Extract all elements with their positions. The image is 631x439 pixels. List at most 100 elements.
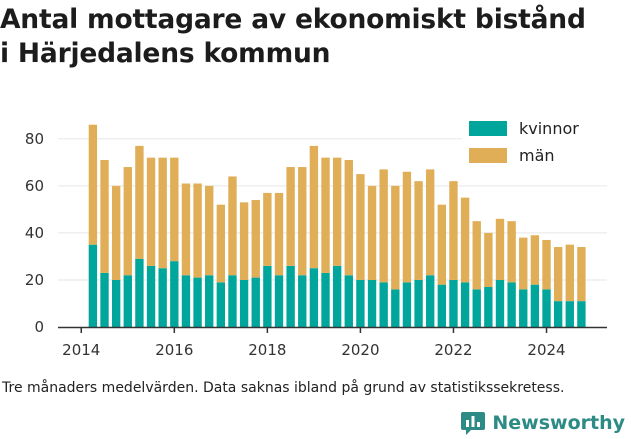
bar-man [367, 185, 377, 280]
bar-kvinnor [565, 301, 574, 328]
bar-kvinnor [519, 289, 528, 327]
bar-kvinnor [472, 289, 481, 327]
bar-man [158, 157, 167, 269]
chart-title-line-2: i Härjedalens kommun [0, 38, 331, 69]
newsworthy-logo-icon [461, 412, 486, 435]
chart-caption: Tre månaders medelvärden. Data saknas ib… [2, 380, 565, 396]
bar-kvinnor [146, 265, 156, 327]
bar-kvinnor [321, 272, 330, 327]
bar-kvinnor [577, 301, 586, 328]
bar-man [391, 185, 400, 290]
bar-kvinnor [298, 275, 307, 327]
brand-name: Newsworthy [492, 412, 625, 434]
legend-label-man: män [519, 146, 555, 165]
bar-kvinnor [170, 261, 179, 327]
bar-kvinnor [205, 275, 214, 327]
bar-man [507, 221, 516, 283]
newsworthy-brand[interactable]: Newsworthy [460, 409, 625, 437]
bar-man [542, 239, 551, 290]
bar-kvinnor [402, 282, 412, 327]
bar-kvinnor [460, 282, 470, 327]
bar-man [495, 218, 505, 280]
bar-kvinnor [274, 275, 284, 327]
y-tick-label: 80 [25, 130, 44, 148]
bar-man [577, 247, 586, 302]
bar-kvinnor [123, 275, 132, 327]
bar-man [356, 174, 365, 280]
chart-title-line-1: Antal mottagare av ekonomiskt bistånd [0, 4, 586, 35]
bar-man [309, 145, 319, 269]
bar-kvinnor [344, 275, 353, 327]
legend-swatch-man [469, 148, 507, 163]
x-tick-label: 2018 [248, 341, 286, 359]
bar-man [181, 183, 191, 276]
bar-kvinnor [228, 275, 237, 327]
bar-man [460, 197, 470, 283]
bar-kvinnor [449, 279, 458, 327]
bar-kvinnor [484, 287, 493, 327]
bar-man [100, 159, 109, 273]
bar-kvinnor [437, 284, 447, 327]
legend-label-kvinnor: kvinnor [519, 119, 579, 138]
bar-kvinnor [158, 268, 167, 327]
bar-kvinnor [88, 244, 98, 327]
x-tick-label: 2024 [527, 341, 565, 359]
y-tick-label: 0 [34, 318, 44, 336]
bar-man [379, 169, 388, 283]
bar-kvinnor [507, 282, 516, 327]
bar-kvinnor [239, 279, 249, 327]
bar-kvinnor [414, 279, 423, 327]
bar-man [449, 181, 458, 280]
bar-man [298, 167, 307, 276]
bar-man [146, 157, 156, 266]
bar-kvinnor [542, 289, 551, 327]
bar-man [344, 159, 353, 276]
chart-title: Antal mottagare av ekonomiskt bistånd i … [0, 3, 631, 71]
bar-man [251, 199, 260, 278]
y-tick-label: 40 [25, 224, 44, 242]
bar-man [402, 171, 412, 283]
bar-kvinnor [263, 265, 272, 327]
bar-man [170, 157, 179, 262]
bar-kvinnor [216, 282, 226, 327]
bar-man [321, 157, 330, 273]
bar-man [216, 204, 226, 283]
x-tick-label: 2020 [341, 341, 379, 359]
bar-man [263, 192, 272, 266]
bar-kvinnor [530, 284, 540, 327]
bar-man [437, 204, 447, 285]
bar-kvinnor [553, 301, 563, 328]
y-tick-label: 20 [25, 271, 44, 289]
bar-kvinnor [251, 277, 260, 327]
bar-kvinnor [135, 258, 144, 327]
bar-man [228, 176, 237, 276]
legend-swatch-kvinnor [469, 121, 507, 136]
bar-man [484, 232, 493, 288]
bar-man [519, 237, 528, 290]
bar-man [205, 185, 214, 276]
bar-man [553, 247, 563, 302]
bar-man [565, 244, 574, 302]
bar-man [530, 235, 540, 285]
x-tick-label: 2022 [434, 341, 472, 359]
bar-kvinnor [111, 279, 121, 327]
bar-kvinnor [379, 282, 388, 327]
bar-man [332, 157, 342, 266]
bar-kvinnor [367, 279, 377, 327]
bar-man [135, 145, 144, 259]
bar-man [286, 167, 295, 266]
bar-man [274, 192, 284, 276]
bar-kvinnor [286, 265, 295, 327]
bar-man [239, 202, 249, 280]
bar-kvinnor [181, 275, 191, 327]
bar-kvinnor [495, 279, 505, 327]
bar-kvinnor [426, 275, 435, 327]
bar-man [426, 169, 435, 276]
y-tick-label: 60 [25, 177, 44, 195]
bar-kvinnor [356, 279, 365, 327]
bar-kvinnor [309, 268, 319, 327]
bar-kvinnor [193, 277, 202, 327]
bar-man [88, 124, 98, 245]
bar-kvinnor [332, 265, 342, 327]
x-tick-label: 2014 [62, 341, 100, 359]
